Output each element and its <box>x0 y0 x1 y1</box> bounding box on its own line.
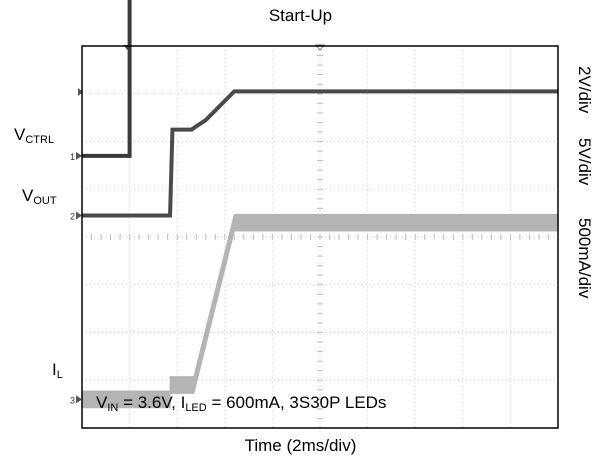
trace-vout <box>82 89 558 218</box>
channel-ground-icon <box>76 211 82 220</box>
channel-label-il: IL <box>52 360 63 381</box>
center-marker <box>314 44 326 51</box>
channel-marker-il: 3 <box>70 395 75 405</box>
channel-label-vout: VOUT <box>22 186 57 207</box>
channel-marker-vctrl: 1 <box>70 152 75 162</box>
x-axis-label: Time (2ms/div) <box>244 436 357 455</box>
channel-label-vctrl: VCTRL <box>14 125 55 146</box>
scale-label-vctrl: 2V/div <box>575 66 594 114</box>
chart-title: Start-Up <box>268 6 333 25</box>
channel-ground-icon <box>76 151 82 160</box>
trigger-level-marker <box>78 88 83 96</box>
trace-vctrl <box>82 0 132 158</box>
plot-frame <box>81 45 559 429</box>
channel-ground-icon <box>76 395 82 404</box>
channel-marker-vout: 2 <box>70 212 75 222</box>
scale-label-il: 500mA/div <box>575 218 594 299</box>
scale-label-vout: 5V/div <box>575 138 594 186</box>
test-conditions-annotation: VIN = 3.6V, ILED = 600mA, 3S30P LEDs <box>96 393 387 414</box>
